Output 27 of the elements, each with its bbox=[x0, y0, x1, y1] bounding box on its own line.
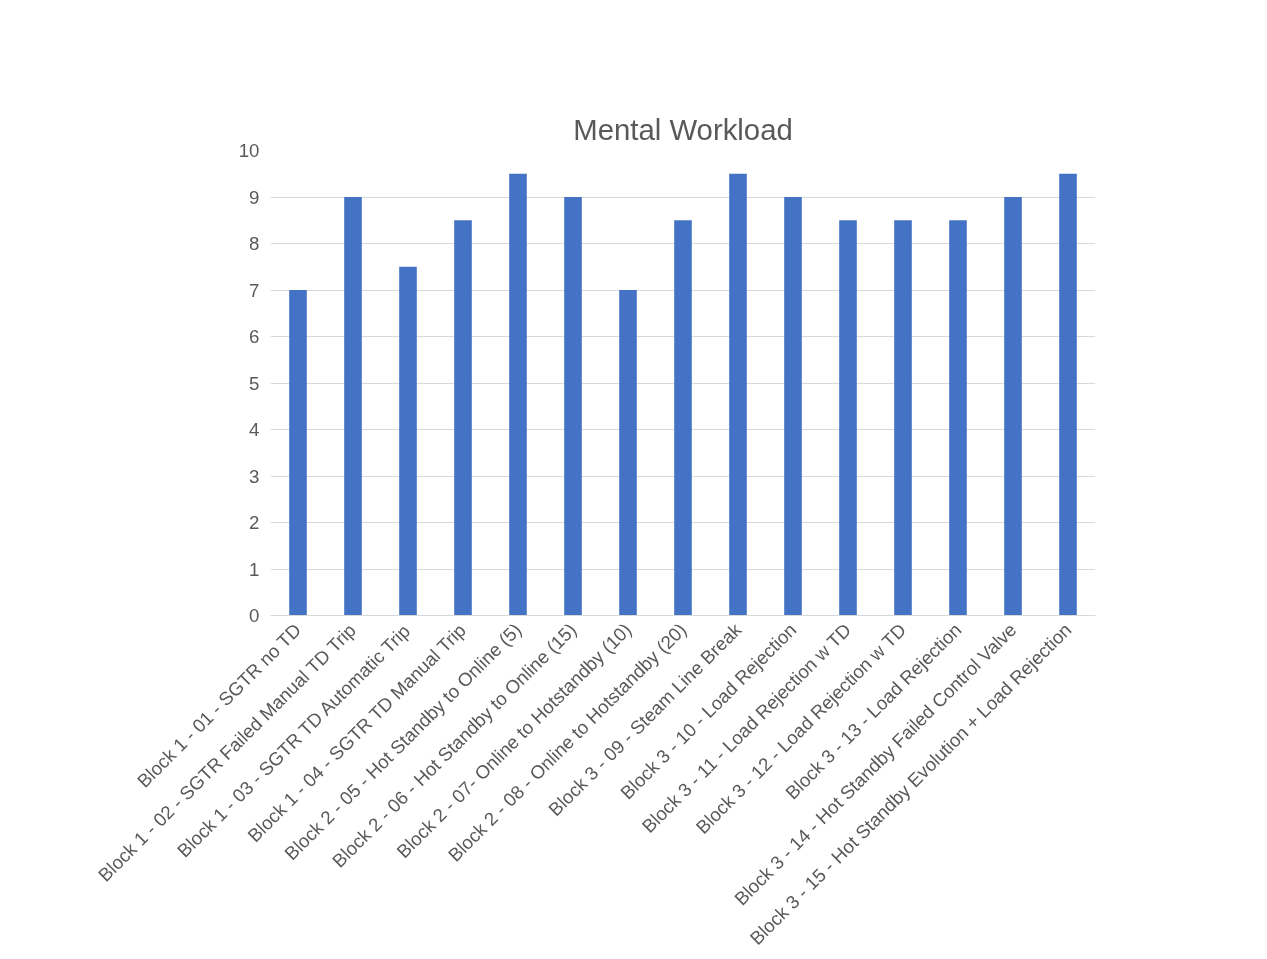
y-tick-label: 0 bbox=[249, 605, 260, 626]
bar bbox=[1004, 197, 1022, 616]
bar bbox=[619, 290, 637, 616]
bar bbox=[949, 220, 967, 616]
bar bbox=[454, 220, 472, 616]
y-tick-label: 7 bbox=[249, 279, 260, 301]
y-tick-label: 6 bbox=[249, 326, 260, 347]
bar bbox=[399, 266, 417, 616]
bar bbox=[729, 173, 747, 616]
bar bbox=[674, 220, 692, 616]
bar bbox=[509, 173, 527, 616]
y-tick-label: 5 bbox=[249, 372, 260, 394]
bar bbox=[1059, 173, 1077, 616]
bar bbox=[344, 197, 362, 616]
bar bbox=[289, 290, 307, 616]
chart-title: Mental Workload bbox=[573, 112, 793, 146]
y-tick-label: 4 bbox=[249, 419, 260, 440]
y-tick-label: 9 bbox=[249, 186, 260, 208]
y-tick-label: 8 bbox=[249, 233, 260, 254]
bar bbox=[784, 197, 802, 616]
y-tick-label: 1 bbox=[249, 558, 260, 580]
bar bbox=[894, 220, 912, 616]
y-tick-label: 10 bbox=[238, 140, 260, 161]
bar bbox=[564, 197, 582, 616]
y-tick-label: 3 bbox=[249, 465, 260, 487]
bar bbox=[839, 220, 857, 616]
y-tick-label: 2 bbox=[249, 512, 260, 533]
